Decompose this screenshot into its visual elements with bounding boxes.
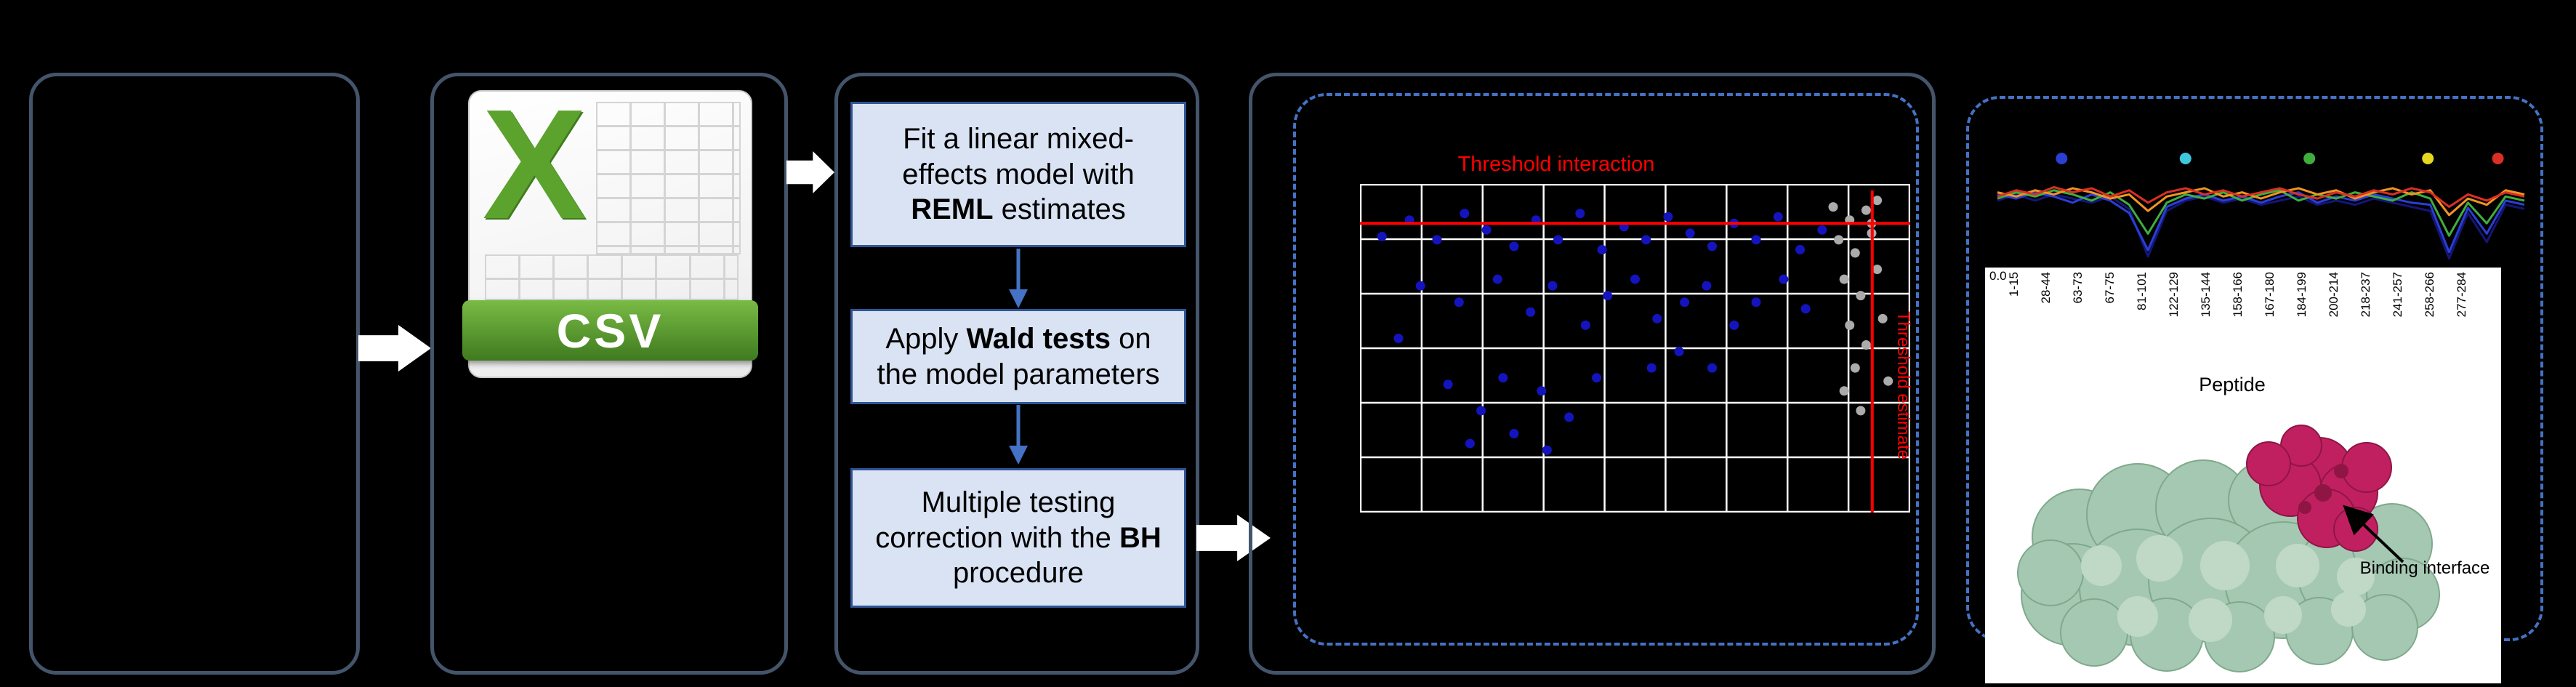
binding-interface-label: Binding interface (2359, 558, 2490, 578)
peptide-axis-label: 122-129 (2167, 272, 2181, 318)
input-panel (29, 73, 360, 675)
peptide-axis-label: 28-44 (2039, 272, 2053, 304)
spreadsheet-grid-top (595, 101, 741, 254)
csv-label: CSV (556, 303, 664, 358)
spreadsheet-grid-middle (485, 254, 738, 301)
profile-y-tick: 0.0 (1989, 269, 2007, 283)
peptide-axis-label: 135-144 (2199, 272, 2213, 318)
step-wald-tests: Apply Wald tests on the model parameters (850, 309, 1186, 404)
peptide-axis-label: 167-180 (2263, 272, 2277, 318)
binding-interface-arrow (2343, 505, 2404, 563)
peptide-axis-label: 81-101 (2135, 272, 2149, 310)
csv-file-icon: X CSV (462, 79, 758, 378)
peptide-axis-label: 277-284 (2455, 272, 2468, 318)
peptide-axis-label: 200-214 (2327, 272, 2340, 318)
flow-arrow-2 (786, 151, 834, 193)
threshold-estimate-label: Threshold estimate (1893, 311, 1913, 460)
scatter-dashed-frame (1293, 93, 1919, 646)
peptide-axis-label: 218-237 (2359, 272, 2372, 318)
down-arrow-2 (1007, 405, 1029, 466)
peptide-axis-label: 67-75 (2103, 272, 2117, 304)
scatter-panel (1249, 73, 1936, 675)
peptide-axis-labels: 1-15 28-44 63-73 67-75 81-101 122-129 135-144 1… (1997, 272, 2491, 374)
step-fit-model-text: Fit a linear mixed-effects model with RE… (902, 122, 1135, 226)
csv-panel (430, 73, 788, 675)
peptide-axis-label: 63-73 (2071, 272, 2085, 304)
peptide-axis-label: 258-266 (2423, 272, 2436, 318)
model-steps-panel (834, 73, 1199, 675)
peptide-axis-label: 158-166 (2231, 272, 2245, 318)
flow-arrow-1 (358, 325, 431, 371)
binding-interface-region (2246, 425, 2392, 552)
peptide-profile-chart (1997, 153, 2525, 260)
step-fit-model: Fit a linear mixed-effects model with RE… (850, 102, 1186, 247)
step-multiple-testing-text: Multiple testing correction with the BH … (875, 486, 1162, 590)
peptide-axis-panel: 0.0 1-15 28-44 63-73 67-75 81-101 122-129 135-… (1985, 268, 2501, 683)
protein-structure-image (2017, 425, 2440, 672)
excel-x-glyph: X (482, 76, 587, 252)
step-wald-tests-text: Apply Wald tests on the model parameters (877, 322, 1160, 390)
interaction-scatter-plot (1360, 184, 1910, 513)
peptide-axis-label: 241-257 (2391, 272, 2404, 318)
csv-ribbon: CSV (462, 300, 758, 361)
step-multiple-testing: Multiple testing correction with the BH … (850, 468, 1186, 608)
peptide-axis-label: 184-199 (2295, 272, 2309, 318)
peptide-axis-label: 1-15 (2007, 272, 2021, 297)
peptide-axis-title: Peptide (2199, 374, 2266, 395)
threshold-interaction-label: Threshold interaction (1457, 153, 1655, 176)
down-arrow-1 (1007, 249, 1029, 310)
